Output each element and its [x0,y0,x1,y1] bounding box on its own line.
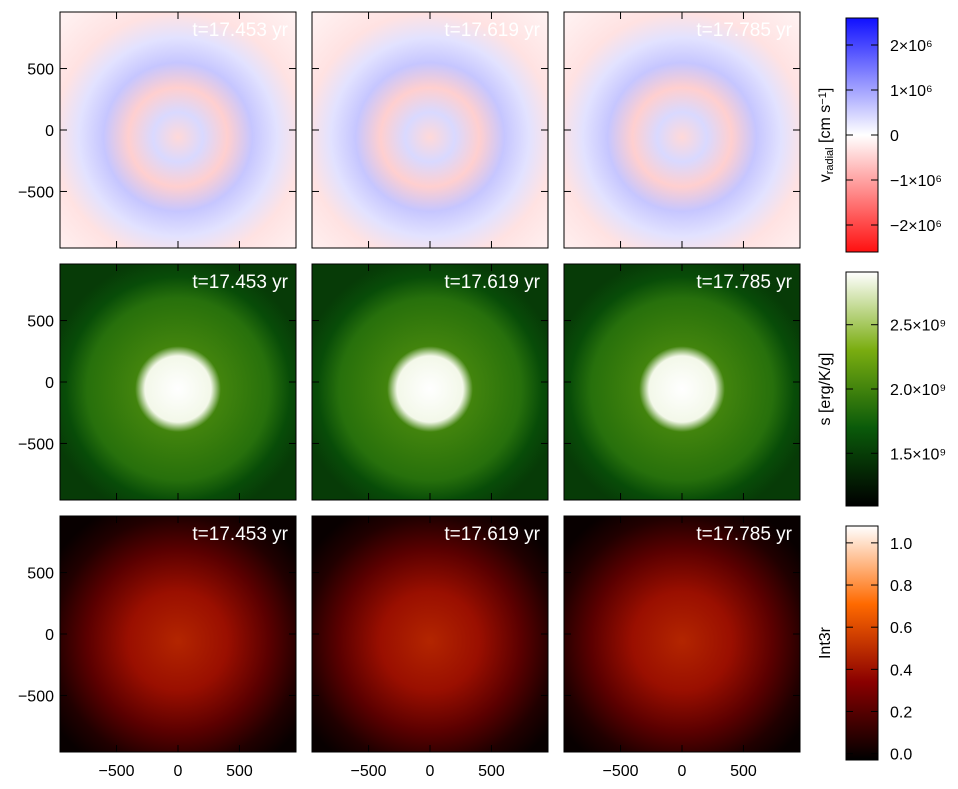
y-tick-label: −500 [18,688,54,705]
x-tick-label: 0 [678,763,687,780]
x-tick-label: −500 [351,763,387,780]
y-tick-label: 500 [27,566,54,583]
y-tick-label: 500 [27,314,54,331]
x-tick-label: −500 [603,763,639,780]
panel-title: t=17.453 yr [192,20,288,41]
x-tick-label: 500 [478,763,505,780]
colorbar-label-part: radial [824,147,836,174]
colorbar-tick-label: 0 [890,128,899,145]
x-tick-label: 500 [730,763,757,780]
colorbar-tick-label: −1×10⁶ [890,173,942,190]
colorbar-tick-label: 1×10⁶ [890,83,933,100]
y-tick-label: −500 [18,184,54,201]
colorbar-tick-label: 0.8 [890,578,912,595]
colorbar-tick-label: 2.5×10⁹ [890,318,946,335]
y-tick-label: 500 [27,62,54,79]
panel-title: t=17.619 yr [444,272,540,293]
field-image [60,12,296,248]
field-image [564,516,800,752]
panel-title: t=17.619 yr [444,20,540,41]
colorbar-label-part: s [erg/K/g] [817,353,834,426]
colorbar-tick-label: 1.5×10⁹ [890,446,946,463]
y-tick-label: −500 [18,436,54,453]
colorbar-label: vradial [cm s−1] [817,88,837,183]
y-tick-label: 0 [45,375,54,392]
x-tick-label: 500 [226,763,253,780]
colorbar-tick-label: 0.2 [890,705,912,722]
colorbar-label: s [erg/K/g] [817,353,834,426]
field-image [312,264,548,500]
field-image [60,264,296,500]
colorbar [845,525,879,761]
field-image [312,516,548,752]
colorbar-tick-label: 0.6 [890,620,912,637]
colorbar-tick-label: 1.0 [890,536,912,553]
x-tick-label: 0 [174,763,183,780]
x-tick-label: 0 [426,763,435,780]
colorbar-tick-label: −2×10⁶ [890,218,942,235]
field-image [60,516,296,752]
panel-title: t=17.785 yr [696,272,792,293]
colorbar-label-part: [cm s [817,105,834,148]
colorbar-label-part: ] [817,88,834,92]
panel-title: t=17.453 yr [192,272,288,293]
panel-title: t=17.453 yr [192,524,288,545]
y-tick-label: 0 [45,627,54,644]
panel-title: t=17.785 yr [696,524,792,545]
colorbar-tick-label: 0.4 [890,662,912,679]
field-image [312,12,548,248]
colorbar-label-part: Int3r [817,626,834,659]
colorbar-label-part: −1 [817,92,829,105]
colorbar-label: Int3r [817,626,834,659]
panel-title: t=17.785 yr [696,20,792,41]
panel-title: t=17.619 yr [444,524,540,545]
colorbar-label-part: v [817,174,834,182]
x-tick-label: −500 [99,763,135,780]
colorbar-tick-label: 2×10⁶ [890,38,933,55]
field-image [564,12,800,248]
field-image [564,264,800,500]
y-tick-label: 0 [45,123,54,140]
colorbar-tick-label: 2.0×10⁹ [890,382,946,399]
colorbar-tick-label: 0.0 [890,747,912,764]
